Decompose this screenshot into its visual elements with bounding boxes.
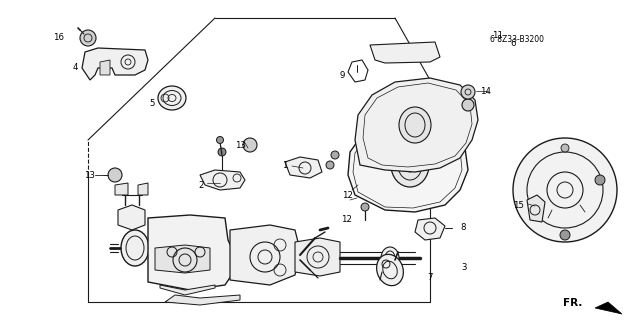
Polygon shape: [527, 195, 545, 222]
Circle shape: [243, 138, 257, 152]
Polygon shape: [285, 157, 322, 178]
Ellipse shape: [399, 107, 431, 143]
Circle shape: [331, 151, 339, 159]
Text: 2: 2: [199, 180, 204, 189]
Text: 1: 1: [282, 161, 288, 170]
Text: 6 8Z33-B3200: 6 8Z33-B3200: [490, 36, 544, 44]
Polygon shape: [415, 218, 445, 240]
Text: 4: 4: [73, 63, 78, 73]
Polygon shape: [230, 225, 300, 285]
Polygon shape: [295, 238, 340, 276]
Text: 9: 9: [340, 71, 345, 81]
Text: 5: 5: [150, 99, 155, 108]
Circle shape: [366, 179, 374, 187]
Circle shape: [326, 161, 334, 169]
Text: FR.: FR.: [562, 298, 582, 308]
Ellipse shape: [158, 86, 186, 110]
Polygon shape: [115, 183, 128, 195]
Ellipse shape: [121, 230, 149, 266]
Text: 8: 8: [460, 223, 466, 233]
Circle shape: [595, 175, 605, 185]
Polygon shape: [348, 120, 468, 212]
Circle shape: [361, 203, 369, 211]
Polygon shape: [155, 245, 210, 273]
Text: 7: 7: [427, 274, 433, 283]
Circle shape: [218, 148, 226, 156]
Polygon shape: [118, 205, 145, 230]
Polygon shape: [148, 215, 235, 290]
Ellipse shape: [376, 254, 403, 286]
Text: 15: 15: [513, 201, 524, 210]
Text: 16: 16: [53, 34, 64, 43]
Text: 6: 6: [510, 39, 515, 49]
Text: 11: 11: [492, 31, 503, 41]
Polygon shape: [370, 42, 440, 63]
Polygon shape: [355, 78, 478, 172]
Polygon shape: [160, 285, 215, 295]
Polygon shape: [165, 295, 240, 305]
Text: 13: 13: [84, 171, 95, 180]
Text: 12: 12: [342, 190, 353, 199]
Circle shape: [560, 230, 570, 240]
Text: 13: 13: [235, 140, 246, 149]
Circle shape: [462, 99, 474, 111]
Text: 14: 14: [480, 87, 491, 97]
Polygon shape: [82, 48, 148, 80]
Ellipse shape: [381, 247, 399, 269]
Polygon shape: [595, 302, 622, 314]
Polygon shape: [200, 170, 245, 190]
Circle shape: [80, 30, 96, 46]
Ellipse shape: [391, 143, 429, 187]
Circle shape: [217, 137, 224, 143]
Polygon shape: [100, 60, 110, 75]
Text: 12: 12: [341, 215, 352, 225]
Circle shape: [561, 144, 569, 152]
Circle shape: [513, 138, 617, 242]
Circle shape: [108, 168, 122, 182]
Polygon shape: [138, 183, 148, 195]
Circle shape: [461, 85, 475, 99]
Text: 3: 3: [461, 263, 467, 273]
